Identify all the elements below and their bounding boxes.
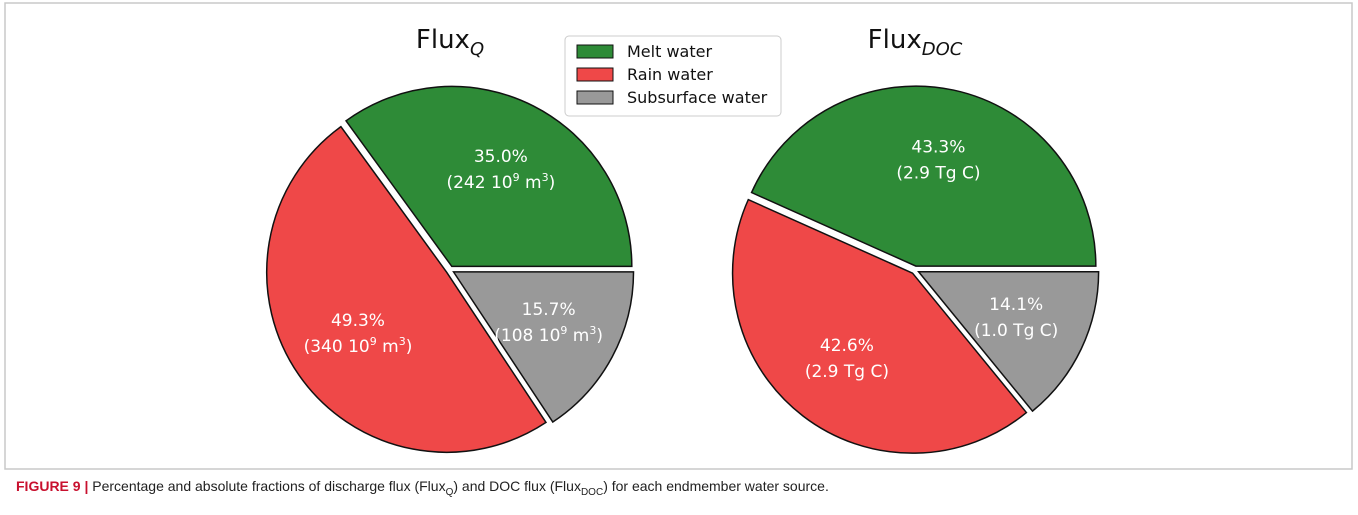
superscript: 3 [542, 171, 549, 184]
label-text: (108 10 [494, 326, 560, 346]
caption-text: ) and DOC flux (Flux [453, 478, 581, 494]
pie-wedge [731, 198, 1028, 454]
caption: FIGURE 9 | Percentage and absolute fract… [16, 478, 829, 498]
superscript: 9 [560, 324, 567, 337]
absolute-label: (340 109 m3) [304, 335, 413, 357]
legend-label: Melt water [627, 42, 712, 61]
label-text: (2.9 Tg C) [805, 362, 889, 382]
label-text: (1.0 Tg C) [974, 321, 1058, 341]
chart-title: FluxDOC [868, 25, 963, 60]
caption-subscript: DOC [580, 486, 604, 498]
value-label: 14.1% [989, 295, 1043, 315]
legend-swatch [576, 67, 614, 82]
value-label: 43.3% [911, 137, 965, 157]
value-label: 49.3% [331, 311, 385, 331]
figure-frame [4, 2, 1353, 470]
pie-wedge [265, 125, 548, 453]
legend-frame [564, 35, 782, 117]
caption-text: ) for each endmember water source. [603, 478, 829, 494]
superscript: 3 [589, 324, 596, 337]
caption-text: Percentage and absolute fractions of dis… [88, 478, 446, 494]
title-subscript: DOC [922, 39, 963, 60]
label-text: ) [596, 326, 603, 346]
label-text: m [567, 326, 589, 346]
legend-swatch [576, 44, 614, 59]
value-label: 35.0% [474, 147, 528, 167]
absolute-label: (242 109 m3) [446, 171, 555, 193]
value-label: 42.6% [820, 336, 874, 356]
caption-text: FIGURE 9 | [16, 478, 89, 494]
absolute-label: (108 109 m3) [494, 324, 603, 346]
label-text: ) [549, 173, 556, 193]
label-text: ) [406, 337, 413, 357]
value-label: 15.7% [522, 300, 576, 320]
absolute-label: (2.9 Tg C) [805, 362, 889, 382]
legend-label: Rain water [627, 65, 713, 84]
legend-swatch [576, 90, 614, 105]
label-text: (2.9 Tg C) [896, 163, 980, 183]
label-text: m [377, 337, 399, 357]
label-text: m [520, 173, 542, 193]
pie-wedge [917, 270, 1100, 413]
label-text: (242 10 [446, 173, 512, 193]
legend: Melt water Rain water Subsurface water [564, 35, 782, 117]
title-text: Flux [868, 25, 922, 55]
legend-label: Subsurface water [627, 88, 768, 107]
pie-wedge [344, 85, 633, 268]
superscript: 9 [513, 171, 520, 184]
caption-subscript: Q [445, 486, 454, 498]
label-text: (340 10 [304, 337, 370, 357]
chart-title: FluxQ [416, 25, 484, 60]
pie-wedge [452, 271, 635, 424]
pie-wedge [750, 85, 1097, 267]
absolute-label: (2.9 Tg C) [896, 163, 980, 183]
absolute-label: (1.0 Tg C) [974, 321, 1058, 341]
title-text: Flux [416, 25, 470, 55]
superscript: 3 [399, 335, 406, 348]
title-subscript: Q [470, 39, 484, 60]
superscript: 9 [370, 335, 377, 348]
